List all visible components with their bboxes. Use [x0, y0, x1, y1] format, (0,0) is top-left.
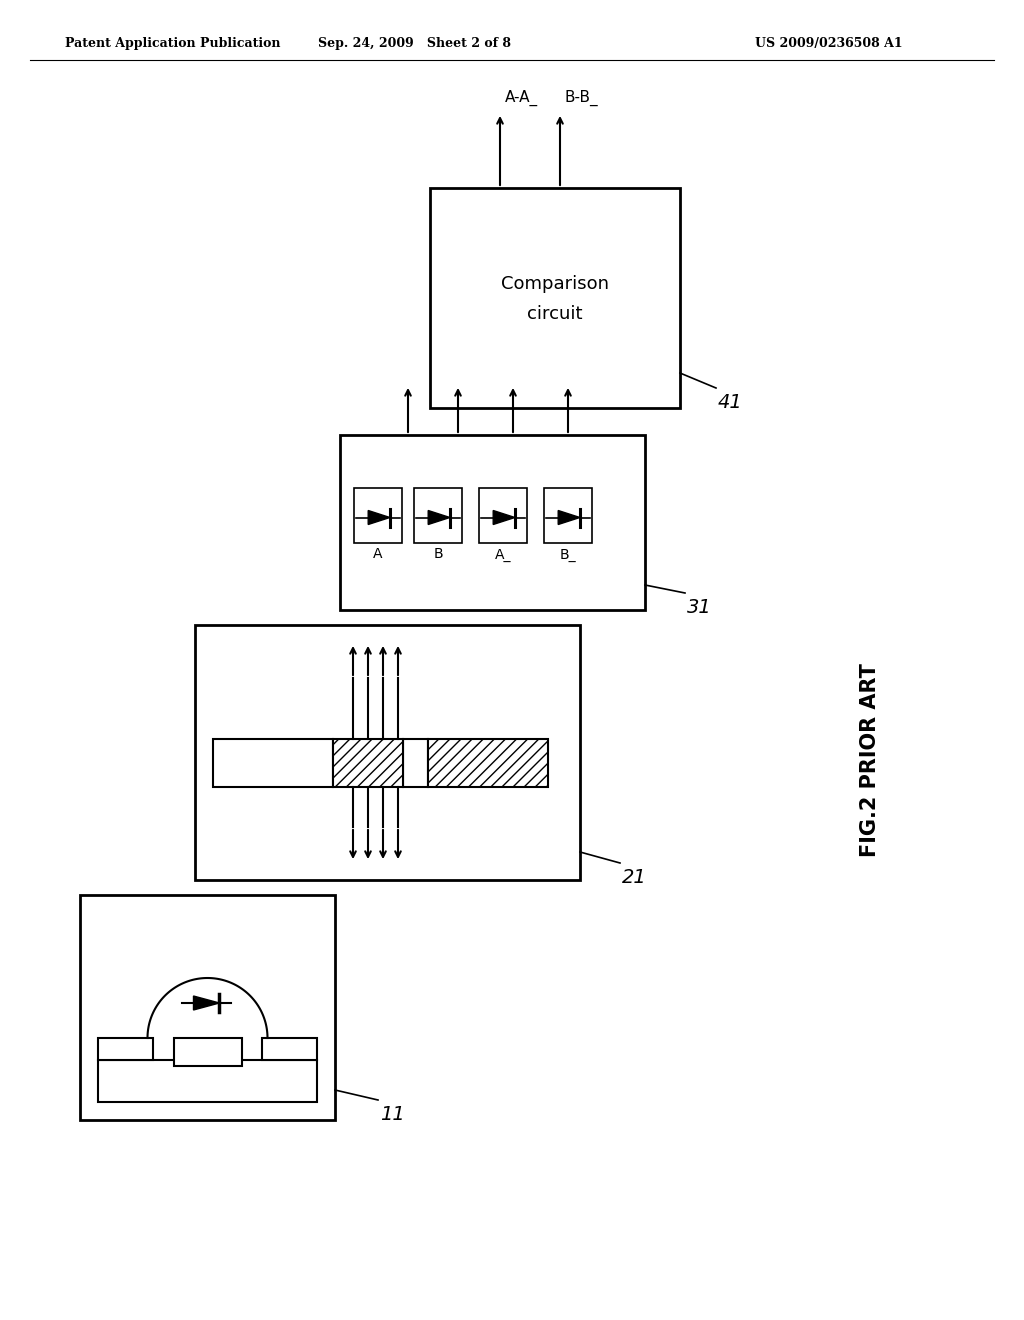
Text: B-B_: B-B_	[565, 90, 599, 106]
Text: 11: 11	[380, 1105, 404, 1125]
Bar	[340, 436, 645, 610]
Text: Sep. 24, 2009   Sheet 2 of 8: Sep. 24, 2009 Sheet 2 of 8	[318, 37, 512, 49]
Text: 41: 41	[718, 393, 742, 412]
Text: 31: 31	[687, 598, 712, 616]
Bar	[354, 487, 402, 543]
Bar	[428, 738, 548, 787]
Text: US 2009/0236508 A1: US 2009/0236508 A1	[755, 37, 902, 49]
Polygon shape	[558, 511, 580, 524]
Bar	[333, 738, 403, 787]
Text: Patent Application Publication: Patent Application Publication	[65, 37, 281, 49]
Polygon shape	[194, 997, 219, 1010]
Bar	[98, 1038, 153, 1060]
Text: FIG.2 PRIOR ART: FIG.2 PRIOR ART	[860, 663, 880, 857]
Bar	[430, 187, 680, 408]
Text: 21: 21	[622, 869, 647, 887]
Text: Comparison: Comparison	[501, 275, 609, 293]
Polygon shape	[428, 511, 450, 524]
Text: B_: B_	[560, 548, 577, 561]
Text: A-A_: A-A_	[505, 90, 539, 106]
Bar	[262, 1038, 317, 1060]
Bar	[479, 487, 527, 543]
Polygon shape	[369, 511, 390, 524]
Text: A_: A_	[495, 548, 511, 561]
Bar	[414, 487, 462, 543]
Bar	[544, 487, 592, 543]
Text: B: B	[433, 548, 442, 561]
Bar	[403, 738, 428, 787]
Polygon shape	[494, 511, 515, 524]
Bar	[213, 738, 333, 787]
Bar	[80, 895, 335, 1119]
Bar	[98, 1060, 317, 1102]
Text: circuit: circuit	[527, 305, 583, 323]
Text: A: A	[374, 548, 383, 561]
Bar	[173, 1038, 242, 1067]
Bar	[195, 624, 580, 880]
